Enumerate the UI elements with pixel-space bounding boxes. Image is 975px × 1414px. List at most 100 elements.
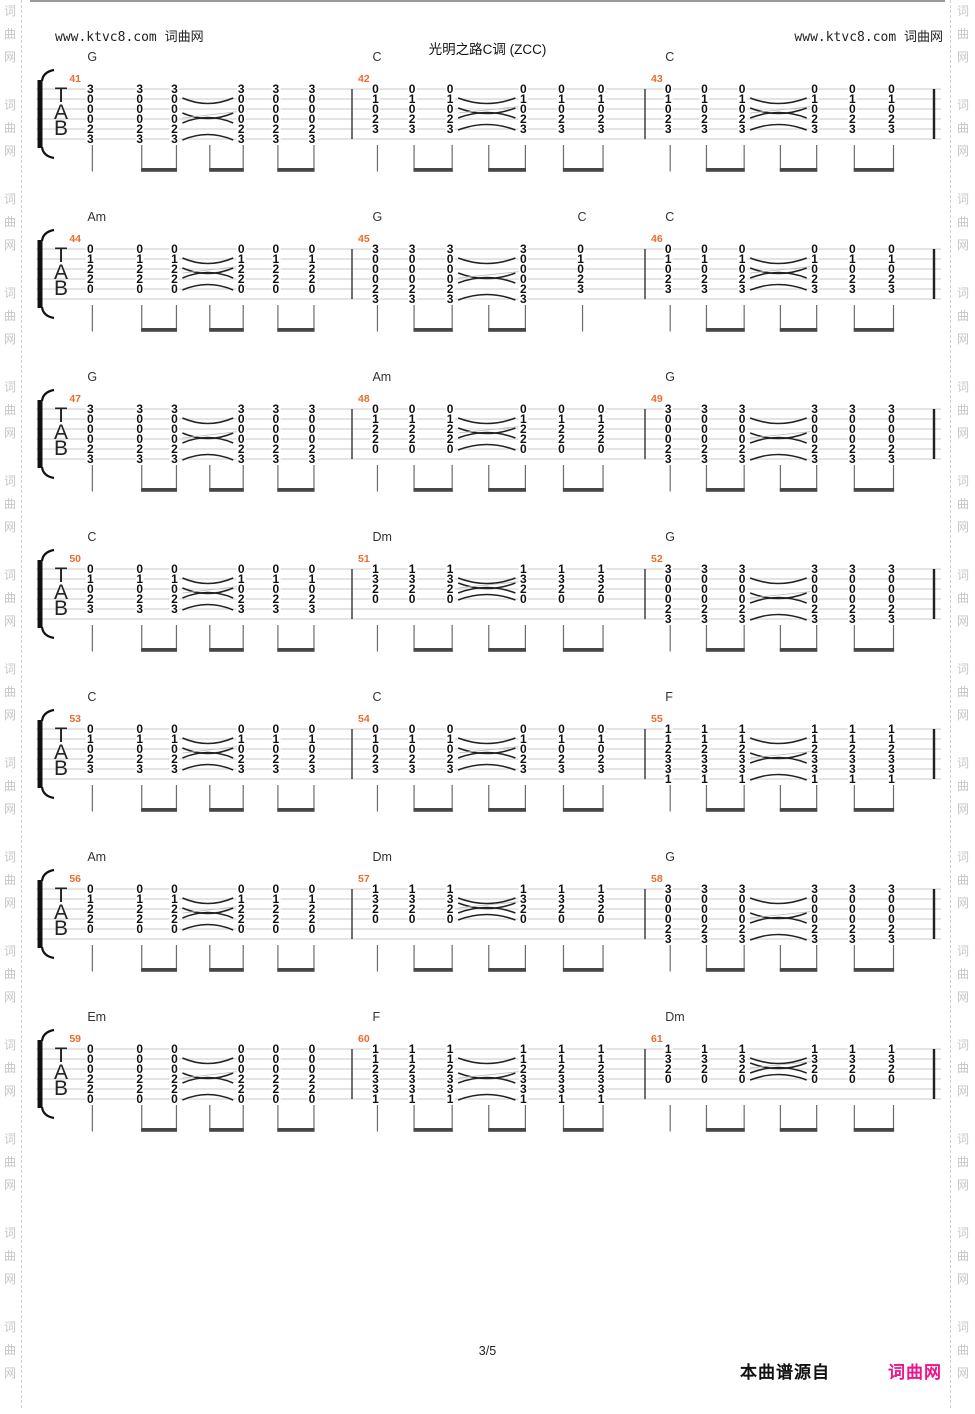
beam [779,168,818,172]
fret-digit: 1 [371,1052,380,1066]
watermark-dash-right [950,0,951,1408]
fret-digit: 2 [307,1082,317,1096]
watermark-char: 网 [3,238,16,252]
watermark-group: 词曲网 [954,1132,972,1192]
fret-digit: 3 [519,892,528,906]
tab-system-graphics [36,228,941,332]
fret-digit: 2 [596,432,606,446]
fret-digit: 2 [810,112,819,126]
chord-label: Am [87,210,107,224]
beam [413,168,453,172]
beam [141,488,178,492]
tie-arc-thin [750,265,817,274]
beam [779,1128,818,1132]
fret-digit: 2 [848,1062,857,1076]
fret-digit: 3 [236,602,246,616]
fret-digit: 1 [663,1042,673,1056]
fret-digit: 3 [135,82,145,96]
fret-digit: 3 [371,572,380,586]
fret-digit: 1 [519,732,528,746]
beam [277,968,315,972]
fret-digit: 2 [848,112,857,126]
fret-digit: 0 [848,262,857,276]
beam [141,328,178,332]
fret-digit: 0 [737,592,747,606]
fret-digit: 1 [596,92,606,106]
tie-arc [457,897,516,905]
fret-digit: 0 [170,282,179,296]
measure-number: 41 [69,73,82,85]
fret-digit: 0 [236,432,246,446]
chord-label: Am [372,370,392,384]
tie-arc [749,283,807,291]
fret-digit: 3 [307,402,317,416]
fret-digit: 2 [519,1062,528,1076]
fret-digit: 2 [445,582,455,596]
tie-arc [749,756,807,764]
fret-digit: 0 [407,742,417,756]
tie-arc [457,1093,516,1101]
watermark-char: 词 [3,662,16,676]
fret-digit: 1 [445,882,455,896]
fret-digit: 2 [236,442,246,456]
fret-digit: 0 [848,82,857,96]
fret-digit: 3 [848,282,857,296]
chord-label: Dm [372,530,392,544]
fret-digit: 3 [700,932,709,946]
fret-digit: 3 [700,562,709,576]
fret-digit: 3 [848,882,857,896]
watermark-char: 曲 [956,1249,969,1263]
fret-digit: 2 [848,602,857,616]
fret-digit: 2 [135,262,145,276]
beam [562,1128,604,1132]
fret-digit: 0 [700,242,709,256]
beam [277,168,315,172]
tie-arc [749,436,807,444]
fret-digit: 1 [371,1042,380,1056]
watermark-char: 词 [956,192,969,206]
tie-arc [182,911,234,919]
fret-digit: 3 [887,762,896,776]
chord-label: Dm [665,1010,685,1024]
chord-label: F [665,690,673,704]
tie-arc [749,592,807,600]
fret-digit: 3 [135,402,145,416]
tie-arc [749,1073,807,1081]
fret-digit: 3 [700,402,709,416]
fret-digit: 0 [271,112,281,126]
fret-digit: 0 [307,102,317,116]
watermark-char: 网 [3,50,16,64]
fret-digit: 3 [596,892,606,906]
watermark-group: 词曲网 [1,286,19,346]
watermark-char: 词 [3,286,16,300]
fret-digit: 3 [271,402,281,416]
fret-digit: 3 [596,122,606,136]
watermark-char: 网 [956,1084,969,1098]
watermark-char: 曲 [3,121,16,135]
fret-digit: 0 [170,562,179,576]
watermark-char: 词 [3,944,16,958]
fret-digit: 2 [371,282,380,296]
fret-digit: 1 [445,1042,455,1056]
fret-digit: 1 [557,562,566,576]
tie-arc-thin [182,905,244,914]
tie-arc [182,97,234,105]
fret-digit: 1 [519,92,528,106]
fret-digit: 0 [135,562,145,576]
fret-digit: 1 [737,252,747,266]
fret-digit: 0 [85,1042,95,1056]
fret-digit: 0 [810,902,819,916]
tie-arc [457,586,516,594]
beam [488,648,527,652]
tie-arc [182,436,234,444]
tie-arc [182,577,234,585]
fret-digit: 2 [445,432,455,446]
fret-digit: 0 [371,402,380,416]
fret-digit: 0 [887,912,896,926]
tie-arc-thin [458,745,526,754]
tie-arc [182,453,234,461]
watermark-char: 词 [956,1320,969,1334]
fret-digit: 3 [371,242,380,256]
fret-digit: 3 [663,932,673,946]
fret-digit: 0 [519,722,528,736]
